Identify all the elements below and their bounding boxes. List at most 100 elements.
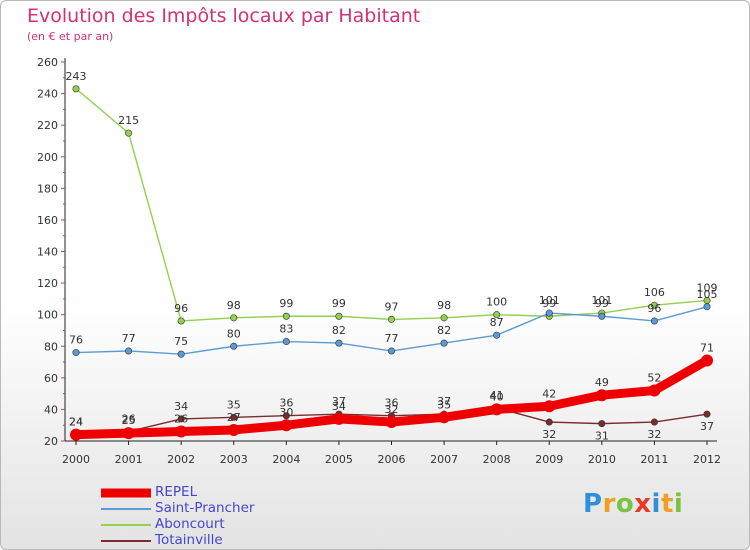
data-label: 42: [542, 387, 556, 400]
data-label: 99: [332, 297, 346, 310]
logo-letter: r: [602, 489, 616, 519]
data-label: 36: [279, 397, 293, 410]
logo-letter: o: [615, 489, 635, 519]
x-tick-label: 2012: [693, 453, 721, 466]
data-point: [177, 317, 185, 325]
data-point: [282, 312, 290, 320]
data-label: 24: [69, 416, 83, 429]
y-tick-label: 220: [37, 119, 58, 132]
data-label: 99: [595, 297, 609, 310]
data-point: [72, 349, 80, 357]
data-point: [543, 400, 556, 413]
data-point: [650, 301, 658, 309]
x-tick-label: 2002: [167, 453, 195, 466]
data-point: [282, 338, 290, 346]
legend-swatch: [101, 533, 151, 549]
logo-letter: i: [651, 489, 661, 519]
x-tick-label: 2008: [483, 453, 511, 466]
data-point: [125, 129, 133, 137]
data-point: [595, 389, 608, 402]
data-point: [490, 403, 503, 416]
data-label: 52: [647, 371, 661, 384]
legend-item: Saint-Prancher: [101, 500, 321, 517]
data-point: [175, 425, 188, 438]
series-lines: [71, 88, 712, 440]
x-tick-label: 2006: [378, 453, 406, 466]
data-label: 37: [332, 395, 346, 408]
legend-item: Totainville: [101, 532, 321, 549]
legend-label: Totainville: [155, 532, 223, 548]
data-label: 100: [486, 296, 507, 309]
data-point: [440, 314, 448, 322]
data-point: [648, 384, 661, 397]
y-tick-label: 60: [44, 372, 58, 385]
data-point: [703, 410, 711, 418]
data-point: [70, 428, 82, 441]
data-point: [703, 303, 711, 311]
logo-letter: t: [660, 489, 674, 519]
data-label: 31: [595, 430, 609, 443]
chart-title: Evolution des Impôts locaux par Habitant: [27, 5, 421, 27]
data-label: 75: [174, 335, 188, 348]
data-label: 30: [279, 406, 293, 419]
series-line: [75, 88, 708, 322]
legend-swatch: [101, 517, 151, 533]
data-point: [335, 339, 343, 347]
y-tick-label: 40: [44, 403, 58, 416]
chart-subtitle: (en € et par an): [27, 30, 114, 43]
data-point: [227, 423, 240, 436]
data-label: 76: [69, 334, 83, 347]
data-point: [230, 314, 238, 322]
logo-letter: i: [673, 489, 684, 519]
legend-label: REPEL: [155, 484, 198, 500]
data-point: [122, 427, 135, 440]
data-point: [230, 413, 238, 421]
y-tick-label: 260: [37, 56, 58, 69]
data-point: [335, 312, 343, 320]
data-label: 25: [122, 414, 136, 427]
data-label: 80: [227, 327, 241, 340]
data-point: [438, 411, 451, 424]
data-point: [387, 347, 395, 355]
y-tick-label: 160: [37, 214, 58, 227]
y-tick-label: 200: [37, 151, 58, 164]
x-tick-label: 2009: [535, 453, 563, 466]
data-label: 24: [69, 416, 83, 429]
data-label: 34: [174, 400, 188, 413]
data-point: [177, 350, 185, 358]
legend-swatch: [101, 485, 151, 501]
data-point: [125, 347, 133, 355]
legend-item: REPEL: [101, 484, 321, 501]
data-label: 32: [542, 428, 556, 441]
legend-item: Aboncourt: [101, 516, 321, 533]
data-label: 35: [227, 398, 241, 411]
y-tick-label: 20: [44, 435, 58, 448]
data-point: [598, 420, 606, 428]
legend-label: Saint-Prancher: [155, 500, 255, 516]
logo-letter: P: [583, 489, 603, 519]
y-tick-label: 120: [37, 277, 58, 290]
data-label: 40: [490, 390, 504, 403]
data-label: 98: [437, 299, 451, 312]
x-tick-label: 2010: [588, 453, 616, 466]
y-tick-label: 80: [44, 340, 58, 353]
axes: 20 40 60 80 100 120 140 160 180 200 220 240 260 2000 2…: [37, 56, 721, 466]
data-label: 105: [697, 288, 718, 301]
data-label: 27: [227, 411, 241, 424]
data-point: [230, 342, 238, 350]
proxiti-logo: Proxiti: [583, 489, 683, 519]
data-label: 101: [591, 294, 612, 307]
data-point: [385, 416, 398, 429]
data-label: 35: [437, 398, 451, 411]
data-label: 106: [644, 286, 665, 299]
series-points: [70, 85, 713, 441]
data-label: 32: [385, 403, 399, 416]
data-point: [545, 309, 553, 317]
data-point: [493, 311, 501, 319]
data-label: 87: [490, 316, 504, 329]
x-tick-label: 2011: [640, 453, 668, 466]
data-label: 77: [385, 332, 399, 345]
